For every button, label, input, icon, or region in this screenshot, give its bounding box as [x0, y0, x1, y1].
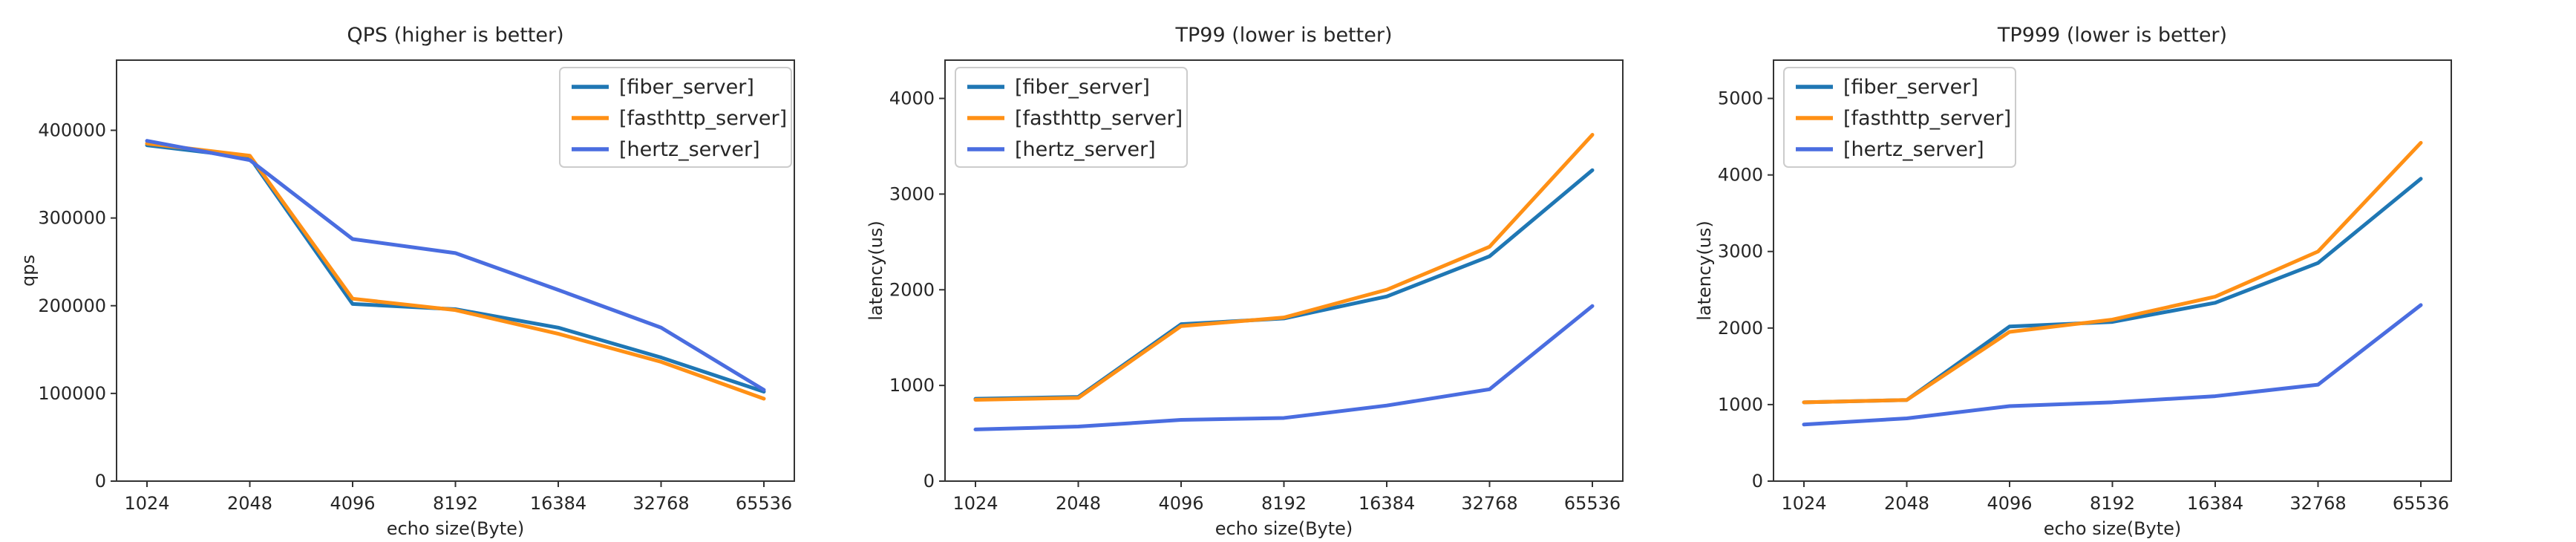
y-tick-label: 1000: [1718, 394, 1763, 415]
legend-label-fasthttp_server: [fasthttp_server]: [619, 107, 787, 130]
x-tick-label: 32768: [2289, 493, 2346, 514]
y-tick-label: 4000: [1718, 165, 1763, 186]
series-line-hertz_server: [145, 139, 766, 392]
series-line-hertz_server: [973, 304, 1595, 431]
x-tick-label: 32768: [632, 493, 689, 514]
legend-box: [559, 67, 792, 168]
y-tick-label: 4000: [889, 88, 935, 109]
x-tick-label: 2048: [227, 493, 272, 514]
chart-title: TP99 (lower is better): [1175, 24, 1393, 47]
legend-label-hertz_server: [hertz_server]: [619, 138, 760, 161]
x-axis-label: echo size(Byte): [2044, 518, 2182, 539]
y-tick-label: 1000: [889, 375, 935, 396]
x-axis-label: echo size(Byte): [1215, 518, 1353, 539]
legend-label-fasthttp_server: [fasthttp_server]: [1843, 107, 2011, 130]
x-axis-label: echo size(Byte): [387, 518, 525, 539]
y-tick-label: 400000: [38, 120, 106, 141]
y-tick-label: 100000: [38, 383, 106, 404]
series-line-fiber_server: [145, 143, 766, 394]
x-tick-label: 16384: [2187, 493, 2243, 514]
y-tick-label: 2000: [1718, 318, 1763, 339]
x-tick-label: 4096: [1158, 493, 1203, 514]
legend-label-fiber_server: [fiber_server]: [619, 76, 754, 99]
x-tick-label: 4096: [1987, 493, 2032, 514]
x-tick-label: 8192: [433, 493, 478, 514]
y-axis-label: latency(us): [1694, 221, 1715, 321]
x-tick-label: 2048: [1056, 493, 1101, 514]
x-tick-label: 1024: [124, 493, 169, 514]
y-axis-label: qps: [18, 255, 39, 287]
x-tick-label: 1024: [1781, 493, 1826, 514]
legend-label-hertz_server: [hertz_server]: [1843, 138, 1984, 161]
chart-title: QPS (higher is better): [347, 24, 563, 47]
x-tick-label: 65536: [2393, 493, 2449, 514]
y-tick-label: 0: [95, 471, 106, 492]
legend-label-fiber_server: [fiber_server]: [1843, 76, 1978, 99]
series-line-hertz_server: [1802, 303, 2423, 427]
legend-box: [1783, 67, 2016, 168]
legend-label-hertz_server: [hertz_server]: [1015, 138, 1156, 161]
chart-tp99: 0 1000 2000 3000 4000 1024 2048 4096 8192 16384 32…: [866, 24, 1624, 539]
series-line-fasthttp_server: [145, 141, 766, 401]
y-tick-label: 300000: [38, 208, 106, 229]
series-line-fasthttp_server: [1802, 140, 2423, 405]
y-tick-label: 200000: [38, 296, 106, 316]
x-tick-label: 16384: [530, 493, 586, 514]
y-tick-label: 3000: [1718, 241, 1763, 262]
legend-label-fiber_server: [fiber_server]: [1015, 76, 1150, 99]
y-tick-label: 5000: [1718, 88, 1763, 109]
x-tick-label: 4096: [330, 493, 375, 514]
x-tick-label: 1024: [952, 493, 998, 514]
x-tick-label: 65536: [736, 493, 792, 514]
chart-tp999: 0 1000 2000 3000 4000 5000 1024 2048 4096 8192 163…: [1694, 24, 2452, 539]
chart-title: TP999 (lower is better): [1997, 24, 2227, 47]
series-line-fiber_server: [1802, 177, 2423, 405]
x-tick-label: 2048: [1884, 493, 1929, 514]
series-line-fiber_server: [973, 168, 1595, 401]
x-tick-label: 16384: [1359, 493, 1415, 514]
x-tick-label: 8192: [1261, 493, 1307, 514]
y-tick-label: 3000: [889, 183, 935, 204]
x-tick-label: 8192: [2090, 493, 2135, 514]
legend-box: [955, 67, 1188, 168]
series-line-fasthttp_server: [973, 133, 1595, 402]
chart-qps: 0 100000 200000 300000 400000 1024 2048 4096 819…: [18, 24, 795, 539]
y-axis-label: latency(us): [866, 221, 886, 321]
y-tick-label: 0: [1752, 471, 1763, 492]
x-tick-label: 65536: [1564, 493, 1621, 514]
legend-label-fasthttp_server: [fasthttp_server]: [1015, 107, 1183, 130]
y-tick-label: 2000: [889, 279, 935, 300]
y-tick-label: 0: [923, 471, 935, 492]
x-tick-label: 32768: [1461, 493, 1517, 514]
